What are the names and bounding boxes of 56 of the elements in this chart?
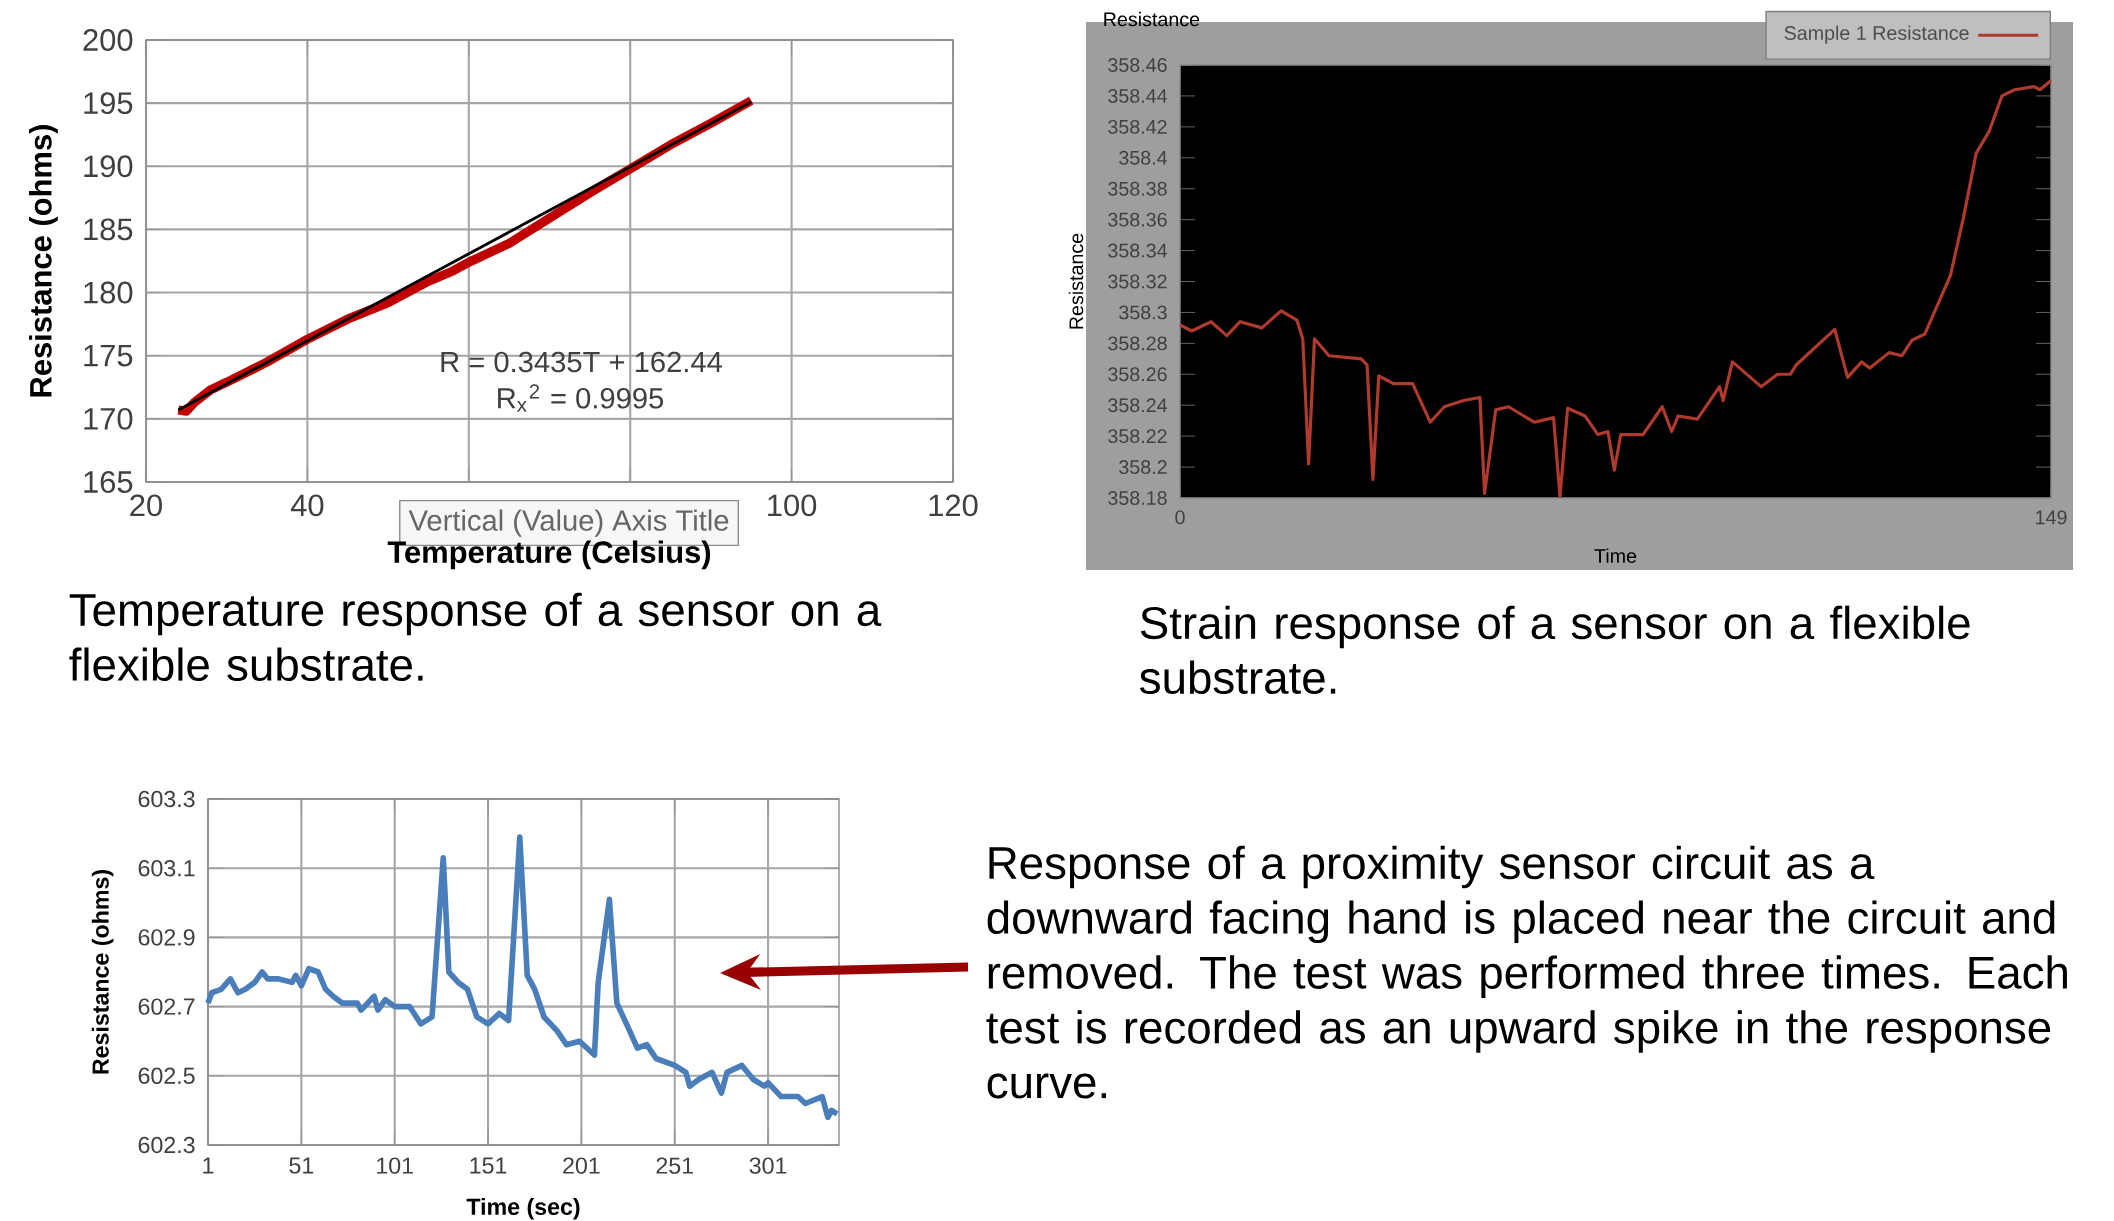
y-tick-label: 358.24	[1108, 398, 1168, 413]
y-tick-label: 165	[84, 471, 133, 493]
text: Temperature response of a sensor on a flexible substrate.	[69, 592, 882, 682]
text: Response of a proximity sensor circuit as a downward facing hand is placed near the circuit and removed. The test was performed three times. Each test is recorded as an upward spike in the response curve.	[986, 845, 2067, 1099]
x-tick-label: 20	[130, 494, 162, 517]
legend-label: Sample 1 Resistance	[1784, 25, 1969, 44]
x-tick-label: 201	[563, 1157, 600, 1174]
x-tick-label: 0	[1175, 510, 1185, 525]
y-tick-label: 602.5	[138, 1067, 195, 1085]
y-tick-label: 602.7	[138, 998, 195, 1015]
x-axis-title: Time	[1594, 548, 1637, 563]
y-tick-label: 175	[84, 344, 133, 367]
x-tick-label: 40	[290, 494, 324, 517]
y-tick-label: 602.3	[138, 1136, 195, 1154]
y-tick-label: 358.28	[1108, 336, 1167, 351]
y-tick-label: 180	[84, 281, 133, 304]
y-tick-label: 200	[83, 29, 133, 51]
y-tick-label: 358.2	[1119, 460, 1167, 475]
y-tick-label: 358.3	[1119, 305, 1167, 320]
y-tick-label: 358.36	[1108, 212, 1167, 227]
x-tick-label: 1	[203, 1157, 214, 1174]
x-tick-label: 51	[289, 1157, 314, 1174]
y-tick-label: 358.34	[1108, 243, 1168, 258]
y-tick-label: 358.22	[1108, 429, 1167, 444]
y-tick-label: 170	[84, 407, 133, 430]
chart-title: Resistance	[1104, 11, 1200, 27]
y-tick-label: 358.26	[1108, 367, 1167, 382]
y-axis-title: Resistance (ohms)	[91, 870, 114, 1074]
y-tick-label: 358.42	[1108, 119, 1167, 134]
text: Strain response of a sensor on a flexible substrate.	[1140, 605, 1970, 695]
x-axis-title: Time (sec)	[466, 1197, 580, 1220]
x-tick-label: 301	[749, 1157, 787, 1174]
y-tick-label: 358.38	[1108, 181, 1167, 196]
annotation: R = 0.3435T + 162.44	[441, 351, 723, 373]
x-tick-label: 251	[656, 1157, 693, 1174]
y-tick-label: 602.9	[138, 929, 195, 946]
x-tick-label: 100	[768, 494, 817, 517]
x-tick-label: 120	[929, 494, 978, 517]
y-tick-label: 358.46	[1108, 58, 1167, 72]
y-axis-title: Resistance	[1068, 233, 1084, 329]
y-tick-label: 358.18	[1108, 491, 1167, 505]
x-tick-label: 101	[377, 1157, 413, 1174]
y-axis-title: Resistance (ohms)	[29, 125, 58, 397]
y-tick-label: 603.1	[138, 859, 195, 877]
x-axis-title: Temperature (Celsius)	[387, 540, 711, 570]
y-tick-label: 358.4	[1119, 150, 1168, 165]
y-tick-label: 190	[84, 155, 133, 178]
y-tick-label: 358.32	[1108, 274, 1167, 289]
y-tick-label: 358.44	[1108, 88, 1168, 103]
annotation: R$_{x}$$^{2}$ = 0.9995	[498, 384, 664, 412]
x-tick-label: 151	[470, 1157, 507, 1174]
y-tick-label: 185	[84, 218, 133, 241]
x-tick-label: 149	[2036, 510, 2067, 525]
y-tick-label: 603.3	[138, 790, 195, 808]
text: Vertical (Value) Axis Title	[408, 509, 729, 537]
y-tick-label: 195	[84, 92, 133, 115]
